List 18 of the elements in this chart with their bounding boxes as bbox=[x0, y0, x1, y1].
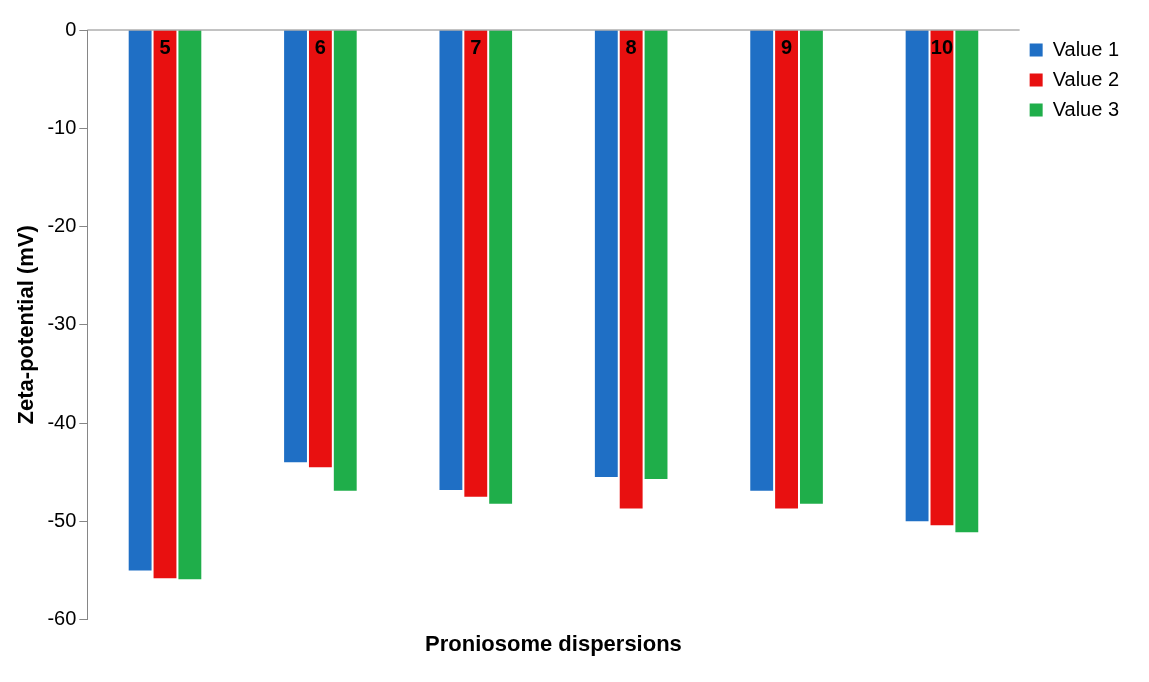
y-tick-label: -50 bbox=[47, 508, 77, 531]
y-tick-label: -10 bbox=[47, 115, 77, 138]
x-tick-label: 10 bbox=[930, 35, 954, 58]
y-axis-title: Zeta-potential (mV) bbox=[13, 225, 39, 425]
legend-label: Value 1 bbox=[1052, 37, 1120, 60]
x-tick-label: 5 bbox=[159, 35, 171, 58]
y-tick-label: -40 bbox=[47, 410, 77, 433]
x-tick-label: 8 bbox=[625, 35, 637, 58]
legend-label: Value 2 bbox=[1052, 67, 1120, 90]
x-tick-label: 6 bbox=[314, 35, 326, 58]
x-tick-label: 9 bbox=[781, 35, 793, 58]
x-tick-label: 7 bbox=[470, 35, 482, 58]
legend-label: Value 3 bbox=[1052, 97, 1120, 120]
y-tick-label: 0 bbox=[65, 17, 77, 40]
y-tick-label: -60 bbox=[47, 607, 77, 630]
x-axis-title: Proniosome dispersions bbox=[425, 630, 682, 656]
y-tick-label: -20 bbox=[47, 214, 77, 237]
y-tick-label: -30 bbox=[47, 312, 77, 335]
